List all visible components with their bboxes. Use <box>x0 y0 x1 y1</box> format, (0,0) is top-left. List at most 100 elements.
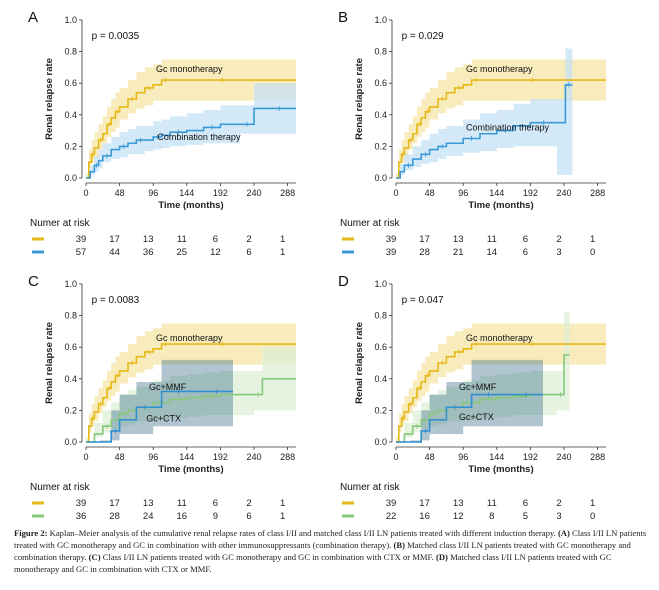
series-label-1: Gc+CTX <box>459 412 494 422</box>
risk-value: 39 <box>76 498 87 509</box>
risk-value: 39 <box>386 247 397 258</box>
ci-band-0 <box>396 59 606 178</box>
y-tick-label: 0.8 <box>64 47 77 57</box>
panel-a: A Gc monotherapy Combination therapy 0.0 0.2… <box>28 9 296 258</box>
x-tick-label: 0 <box>393 452 398 462</box>
caption-part-a: Class I/II LN patients treated with GC m… <box>14 528 647 550</box>
x-tick-label: 96 <box>148 188 158 198</box>
panel-label: B <box>338 9 348 26</box>
caption-tag-c: (C) <box>88 552 101 562</box>
y-tick-label: 0.2 <box>374 141 387 151</box>
series-label-0: Gc monotherapy <box>156 333 223 343</box>
risk-value: 16 <box>177 511 188 520</box>
survival-line-0 <box>86 343 296 443</box>
x-axis-title: Time (months) <box>468 464 533 475</box>
risk-value: 16 <box>419 511 430 520</box>
risk-value: 1 <box>280 498 285 509</box>
risk-value: 11 <box>177 498 187 509</box>
risk-value: 6 <box>523 498 528 509</box>
caption-label: Figure 2: <box>14 528 48 538</box>
p-value: p = 0.0083 <box>92 295 140 306</box>
x-tick-label: 288 <box>280 188 295 198</box>
risk-value: 14 <box>487 247 498 258</box>
survival-line-0 <box>396 343 606 443</box>
caption-tag-a: (A) <box>557 528 570 538</box>
series-label-0: Gc monotherapy <box>156 64 223 74</box>
risk-value: 2 <box>246 234 251 245</box>
p-value: p = 0.029 <box>402 31 444 42</box>
y-tick-label: 0.6 <box>374 342 387 352</box>
risk-value: 2 <box>556 234 561 245</box>
y-axis-title: Renal relapse rate <box>354 58 365 140</box>
risk-value: 2 <box>556 498 561 509</box>
risk-value: 0 <box>590 511 595 520</box>
x-tick-label: 192 <box>523 452 538 462</box>
risk-value: 17 <box>109 234 120 245</box>
risk-value: 21 <box>453 247 464 258</box>
risk-value: 44 <box>109 247 120 258</box>
y-tick-label: 0.4 <box>374 110 387 120</box>
y-tick-label: 0.2 <box>64 405 77 415</box>
y-tick-label: 0.0 <box>374 437 387 447</box>
risk-value: 25 <box>177 247 188 258</box>
risk-table-title: Numer at risk <box>30 482 90 493</box>
risk-table-title: Numer at risk <box>340 218 400 229</box>
x-tick-label: 96 <box>458 188 468 198</box>
y-tick-label: 0.8 <box>64 311 77 321</box>
ci-band-0 <box>86 323 296 442</box>
y-tick-label: 1.0 <box>374 279 387 289</box>
risk-value: 8 <box>489 511 494 520</box>
panel-label: D <box>338 273 349 290</box>
risk-value: 1 <box>590 498 595 509</box>
risk-value: 6 <box>523 247 528 258</box>
risk-value: 39 <box>386 498 397 509</box>
ci-band-2 <box>396 359 543 442</box>
ci-band-0 <box>86 59 296 178</box>
risk-value: 39 <box>386 234 397 245</box>
y-tick-label: 0.4 <box>64 374 77 384</box>
series-label-0: Gc monotherapy <box>466 333 533 343</box>
series-label-0: Gc monotherapy <box>466 64 533 74</box>
survival-line-1 <box>86 107 296 179</box>
x-tick-label: 240 <box>246 188 261 198</box>
p-value: p = 0.0035 <box>92 31 140 42</box>
survival-line-0 <box>396 79 606 179</box>
x-tick-label: 144 <box>489 452 504 462</box>
risk-table-title: Numer at risk <box>340 482 400 493</box>
x-tick-label: 192 <box>523 188 538 198</box>
risk-value: 22 <box>386 511 397 520</box>
ci-band-0 <box>396 323 606 442</box>
panel-c: C Gc monotherapy Gc+CTX Gc+MMF 0.0 0.2 0.4 0.6 0… <box>28 273 296 520</box>
risk-value: 1 <box>590 234 595 245</box>
y-tick-label: 0.6 <box>64 78 77 88</box>
panel-d: D Gc monotherapy Gc+CTX Gc+MMF 0.0 0.2 0.4 0.6 0… <box>338 273 606 520</box>
risk-value: 57 <box>76 247 87 258</box>
risk-value: 6 <box>213 498 218 509</box>
risk-value: 1 <box>280 247 285 258</box>
risk-value: 13 <box>453 498 464 509</box>
risk-value: 6 <box>246 511 251 520</box>
x-axis-title: Time (months) <box>158 464 223 475</box>
risk-value: 6 <box>523 234 528 245</box>
x-tick-label: 48 <box>115 188 125 198</box>
risk-value: 36 <box>76 511 87 520</box>
caption-tag-b: (B) <box>393 540 405 550</box>
panel-label: A <box>28 9 38 26</box>
x-tick-label: 96 <box>458 452 468 462</box>
x-tick-label: 144 <box>179 188 194 198</box>
series-label-1: Combination therapy <box>157 132 241 142</box>
x-tick-label: 144 <box>489 188 504 198</box>
risk-value: 12 <box>210 247 221 258</box>
risk-value: 28 <box>109 511 120 520</box>
x-tick-label: 48 <box>425 188 435 198</box>
x-tick-label: 192 <box>213 188 228 198</box>
risk-value: 24 <box>143 511 154 520</box>
risk-value: 17 <box>109 498 120 509</box>
risk-value: 28 <box>419 247 430 258</box>
x-axis-title: Time (months) <box>468 200 533 211</box>
risk-value: 3 <box>556 511 561 520</box>
y-axis-title: Renal relapse rate <box>44 58 55 140</box>
caption-part-c: Class I/II LN patients treated with GC m… <box>102 552 434 562</box>
y-axis-title: Renal relapse rate <box>44 322 55 404</box>
y-tick-label: 0.4 <box>64 110 77 120</box>
